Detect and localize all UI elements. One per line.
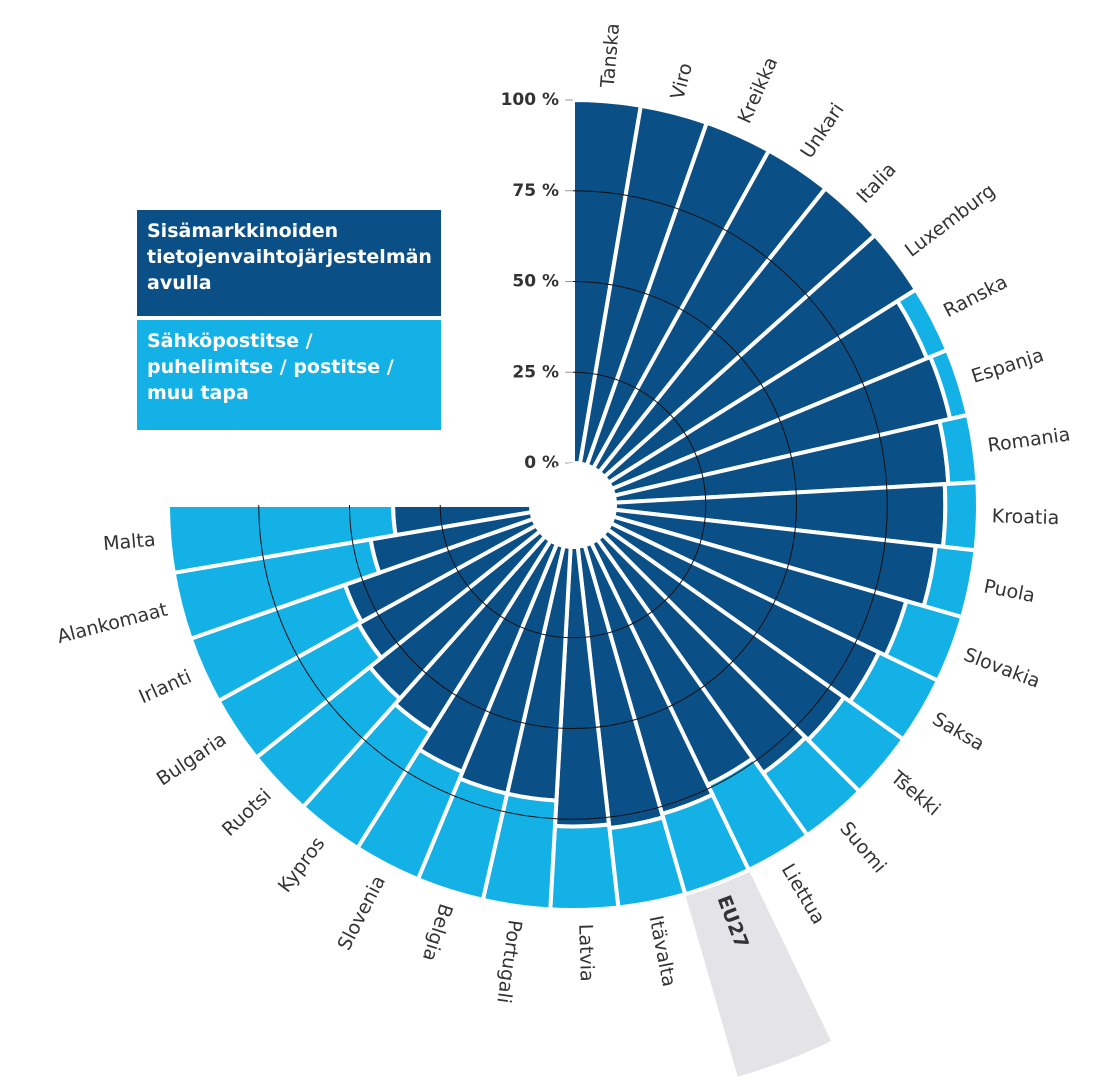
highlight-band	[685, 869, 832, 1077]
category-label: Bulgaria	[153, 728, 231, 790]
y-tick-label: 100 %	[501, 90, 559, 110]
bar-segment	[940, 480, 980, 553]
bar-segment	[548, 822, 621, 912]
category-label: Alankomaat	[55, 599, 170, 649]
category-label: Slovakia	[961, 644, 1043, 693]
legend-item: Sisämarkkinoiden tietojenvaihtojärjestel…	[137, 210, 441, 316]
category-label: Puola	[982, 575, 1037, 607]
grid-line	[439, 371, 707, 639]
category-label: Ranska	[940, 271, 1011, 322]
category-label: Italia	[852, 159, 900, 208]
category-label: Slovenia	[333, 872, 390, 954]
category-label: Tšekki	[886, 766, 945, 820]
category-label: Portugali	[492, 918, 526, 1004]
y-tick-label: 0 %	[524, 453, 559, 473]
y-tick-label: 50 %	[512, 272, 559, 292]
category-label: Ruotsi	[218, 784, 276, 840]
category-label: Itävalta	[644, 914, 680, 989]
grid-line	[349, 281, 797, 729]
category-label: Romania	[986, 423, 1071, 456]
category-label: Belgia	[418, 901, 457, 964]
category-label: Latvia	[574, 924, 598, 982]
category-label: Malta	[102, 529, 156, 555]
grid-line	[258, 190, 888, 820]
center-hole	[531, 463, 615, 547]
category-label: Viro	[667, 61, 698, 102]
category-label: Unkari	[796, 99, 848, 162]
category-label: Suomi	[835, 818, 890, 878]
category-label: Saksa	[929, 708, 989, 756]
category-label: Espanja	[969, 344, 1047, 388]
category-label: Kypros	[274, 833, 330, 897]
legend-item: Sähköpostitse / puhelimitse / postitse /…	[137, 320, 441, 430]
category-label: Irlanti	[136, 666, 195, 709]
category-label: Kreikka	[734, 54, 783, 127]
y-tick-label: 75 %	[512, 181, 559, 201]
category-label: Liettua	[777, 860, 830, 928]
y-tick-label: 25 %	[512, 362, 559, 382]
category-label: Tanska	[597, 22, 624, 89]
bar-segment	[165, 503, 398, 576]
category-label: Kroatia	[992, 505, 1060, 529]
category-label: Luxemburg	[901, 180, 1000, 262]
